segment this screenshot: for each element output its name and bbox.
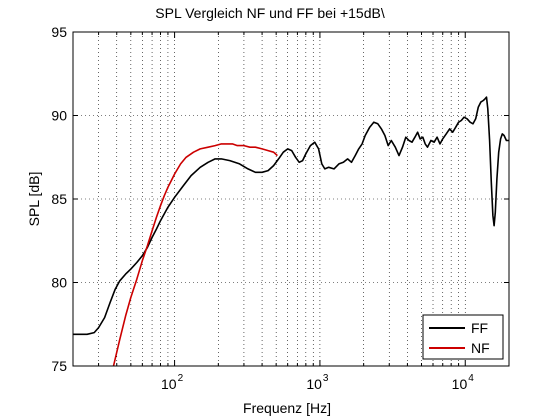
series-layer [73, 96, 509, 367]
legend: FF NF [422, 314, 504, 360]
x-axis-label: Frequenz [Hz] [243, 400, 331, 416]
chart-title: SPL Vergleich NF und FF bei +15dB\ [155, 5, 385, 21]
x-tick-label-exponent: 3 [323, 373, 329, 384]
series-line-ff [73, 96, 509, 336]
x-tick-label-exponent: 4 [468, 373, 474, 384]
y-tick-label: 95 [51, 24, 67, 40]
legend-label-ff: FF [471, 320, 488, 336]
x-tick-label-base: 10 [161, 376, 177, 392]
x-tick-label-exponent: 2 [178, 373, 184, 384]
y-axis-label: SPL [dB] [26, 172, 42, 227]
y-tick-label: 80 [51, 275, 67, 291]
x-tick-label-base: 10 [306, 376, 322, 392]
y-tick-label: 85 [51, 191, 67, 207]
legend-box [422, 314, 504, 360]
series-line-nf [112, 143, 278, 367]
grid-layer [72, 32, 510, 366]
legend-label-nf: NF [471, 340, 490, 356]
y-tick-label: 75 [51, 358, 67, 374]
x-tick-label-base: 10 [452, 376, 468, 392]
y-tick-label: 90 [51, 108, 67, 124]
